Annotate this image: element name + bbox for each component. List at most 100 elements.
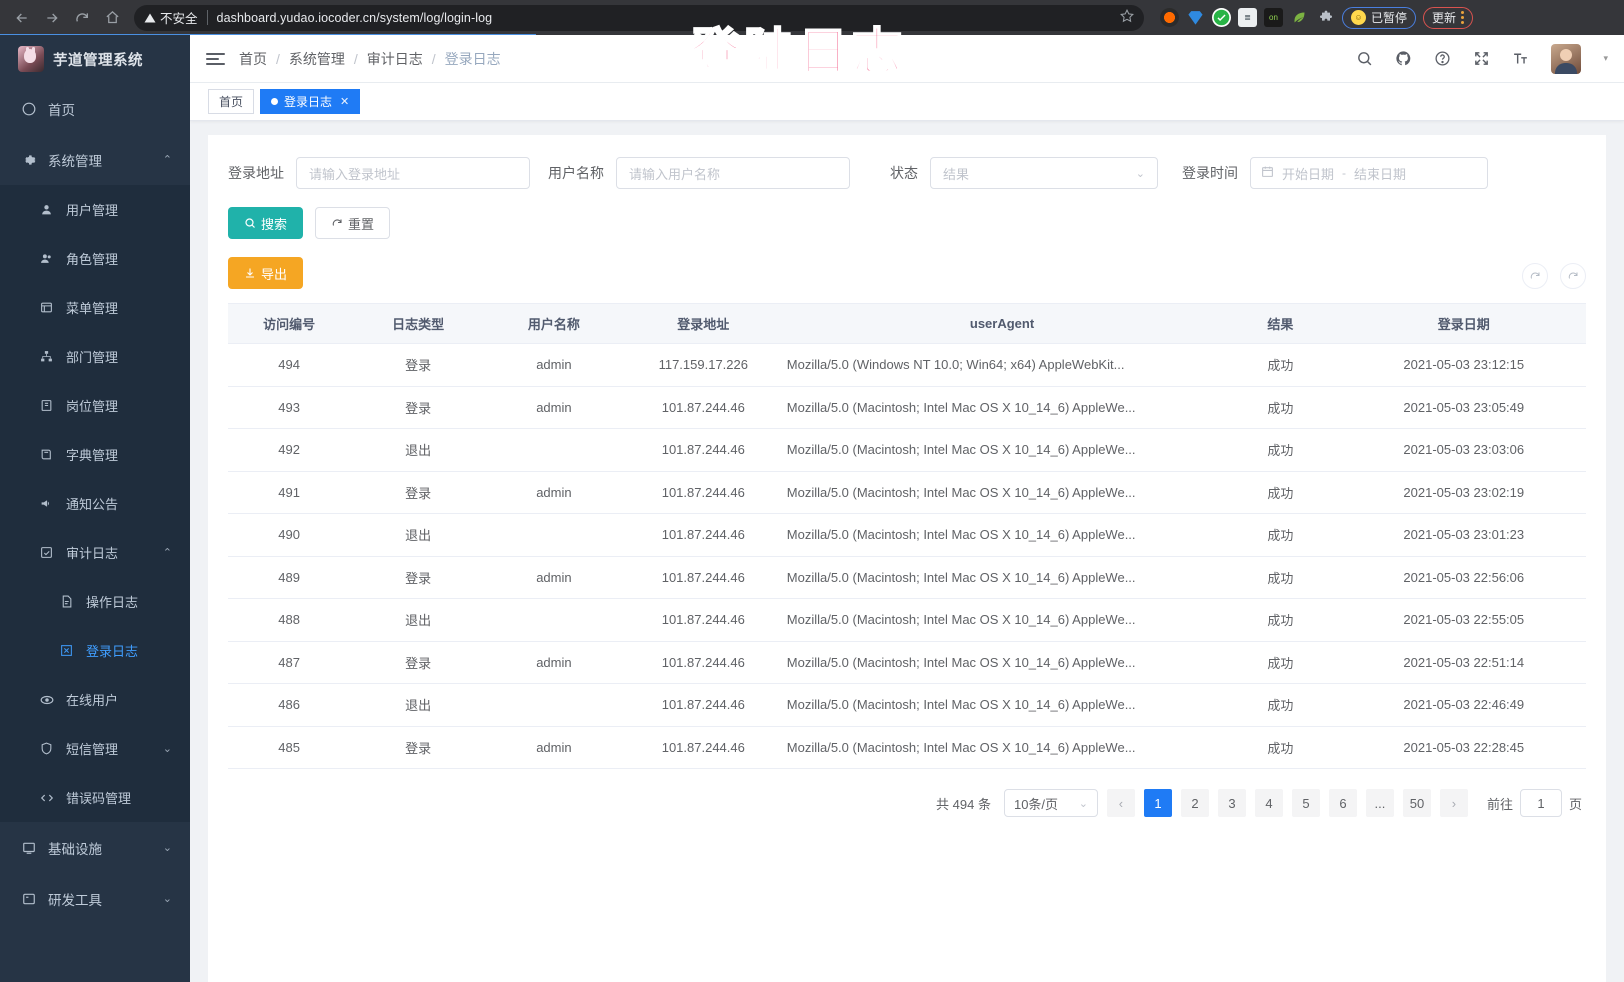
sidebar-item-home[interactable]: 首页 [0, 83, 190, 134]
table-row[interactable]: 487 登录 admin 101.87.244.46 Mozilla/5.0 (Maci… [228, 641, 1586, 684]
login-addr-input[interactable]: 请输入登录地址 [296, 157, 530, 189]
notes-extension-icon[interactable]: ≣ [1238, 8, 1257, 27]
column-header-useragent[interactable]: userAgent [784, 303, 1220, 344]
cell-addr: 101.87.244.46 [621, 556, 785, 599]
puzzle-extension-icon[interactable] [1316, 8, 1335, 27]
table-row[interactable]: 493 登录 admin 101.87.244.46 Mozilla/5.0 (Maci… [228, 386, 1586, 429]
table-row[interactable]: 492 退出 101.87.244.46 Mozilla/5.0 (Macintosh… [228, 428, 1586, 472]
bookmark-star-icon[interactable] [1120, 8, 1134, 26]
column-header-user[interactable]: 用户名称 [486, 303, 622, 344]
username-input[interactable]: 请输入用户名称 [616, 157, 850, 189]
cell-user [486, 513, 622, 557]
page-ellipsis[interactable]: ... [1365, 789, 1394, 817]
breadcrumb-item-system[interactable]: 系统管理 [288, 50, 345, 67]
table-row[interactable]: 488 退出 101.87.244.46 Mozilla/5.0 (Macintosh… [228, 598, 1586, 642]
prev-page-button[interactable]: ‹ [1106, 789, 1135, 817]
kebab-menu-icon[interactable] [1461, 11, 1465, 24]
sidebar-item-audit-log[interactable]: 审计日志 ⌃ [0, 528, 190, 577]
search-icon[interactable] [1356, 50, 1373, 67]
back-arrow-icon[interactable] [8, 4, 36, 32]
green-check-extension-icon[interactable] [1212, 8, 1231, 27]
help-icon[interactable] [1434, 50, 1451, 67]
table-row[interactable]: 489 登录 admin 101.87.244.46 Mozilla/5.0 (Maci… [228, 556, 1586, 599]
tab-login-log[interactable]: 登录日志 ✕ [260, 89, 361, 114]
sidebar-item-dept-mgmt[interactable]: 部门管理 [0, 332, 190, 381]
translate-extension-icon[interactable]: on [1264, 8, 1283, 27]
page-button-3[interactable]: 3 [1217, 789, 1246, 817]
cell-useragent: Mozilla/5.0 (Macintosh; Intel Mac OS X 1… [784, 428, 1220, 472]
login-time-daterange[interactable]: 开始日期 - 结束日期 [1250, 157, 1488, 189]
tab-home[interactable]: 首页 [208, 89, 255, 114]
cell-date: 2021-05-03 22:28:45 [1341, 726, 1586, 769]
next-page-button[interactable]: › [1439, 789, 1468, 817]
table-row[interactable]: 486 退出 101.87.244.46 Mozilla/5.0 (Macintosh… [228, 683, 1586, 727]
cell-type: 登录 [350, 556, 487, 599]
page-button-1[interactable]: 1 [1143, 789, 1172, 817]
reset-button[interactable]: 重置 [315, 207, 391, 239]
column-header-addr[interactable]: 登录地址 [621, 303, 785, 344]
column-header-result[interactable]: 结果 [1219, 303, 1342, 344]
column-header-type[interactable]: 日志类型 [350, 303, 487, 344]
sidebar-item-sms-mgmt[interactable]: 短信管理 ⌄ [0, 724, 190, 773]
table-row[interactable]: 490 退出 101.87.244.46 Mozilla/5.0 (Macintosh… [228, 513, 1586, 557]
sidebar-item-dict-mgmt[interactable]: 字典管理 [0, 430, 190, 479]
user-icon [38, 203, 55, 216]
sidebar-item-system[interactable]: 系统管理 ⌃ [0, 134, 190, 185]
table-row[interactable]: 491 登录 admin 101.87.244.46 Mozilla/5.0 (Maci… [228, 471, 1586, 514]
sidebar-item-infrastructure[interactable]: 基础设施 ⌄ [0, 822, 190, 873]
sidebar-item-notice[interactable]: 通知公告 [0, 479, 190, 528]
sidebar-item-operation-log[interactable]: 操作日志 [0, 577, 190, 626]
hamburger-icon[interactable] [206, 52, 225, 65]
date-separator: - [1342, 166, 1347, 180]
sidebar-item-post-mgmt[interactable]: 岗位管理 [0, 381, 190, 430]
sidebar-item-login-log[interactable]: 登录日志 [0, 626, 190, 675]
address-bar[interactable]: 不安全 dashboard.yudao.iocoder.cn/system/lo… [134, 4, 1144, 31]
sidebar-item-online-user[interactable]: 在线用户 [0, 675, 190, 724]
breadcrumb-item-audit[interactable]: 审计日志 [366, 50, 423, 67]
filter-login-addr: 登录地址 请输入登录地址 [228, 157, 530, 189]
sidebar-item-dev-tools[interactable]: 研发工具 ⌄ [0, 873, 190, 924]
paused-badge[interactable]: ☺ 已暂停 [1342, 6, 1417, 29]
sidebar-item-menu-mgmt[interactable]: 菜单管理 [0, 283, 190, 332]
page-button-4[interactable]: 4 [1254, 789, 1283, 817]
column-header-id[interactable]: 访问编号 [228, 303, 351, 344]
font-size-icon[interactable] [1512, 50, 1529, 67]
page-size-select[interactable]: 10条/页 ⌄ [1003, 789, 1098, 817]
page-button-5[interactable]: 5 [1291, 789, 1320, 817]
content-area: 登录地址 请输入登录地址 用户名称 请输入用户名称 状态 [190, 121, 1624, 982]
column-header-date[interactable]: 登录日期 [1341, 303, 1586, 344]
forward-arrow-icon[interactable] [38, 4, 66, 32]
page-button-2[interactable]: 2 [1180, 789, 1209, 817]
fullscreen-icon[interactable] [1473, 50, 1490, 67]
sidebar-item-role-mgmt[interactable]: 角色管理 [0, 234, 190, 283]
blue-diamond-extension-icon[interactable] [1186, 8, 1205, 27]
sidebar-item-user-mgmt[interactable]: 用户管理 [0, 185, 190, 234]
export-button[interactable]: 导出 [228, 257, 304, 289]
sidebar-item-label: 基础设施 [48, 841, 102, 857]
update-button[interactable]: 更新 [1423, 6, 1474, 29]
jump-page-input[interactable]: 1 [1519, 789, 1562, 817]
search-button[interactable]: 搜索 [228, 207, 304, 239]
status-select[interactable]: 结果 ⌄ [930, 157, 1158, 189]
github-icon[interactable] [1395, 50, 1412, 67]
column-settings-circle-button[interactable] [1560, 263, 1586, 289]
close-icon[interactable]: ✕ [340, 96, 350, 108]
leaf-extension-icon[interactable] [1290, 8, 1309, 27]
reload-icon[interactable] [68, 4, 96, 32]
table-row[interactable]: 494 登录 admin 117.159.17.226 Mozilla/5.0 (Win… [228, 343, 1586, 387]
chevron-down-icon: ⌄ [162, 842, 172, 854]
sidebar-item-error-code[interactable]: 错误码管理 [0, 773, 190, 822]
page-buttons: 1 2 3 4 5 6... 50 [1143, 789, 1431, 817]
orange-circle-extension-icon[interactable] [1160, 8, 1179, 27]
tab-label: 登录日志 [284, 95, 333, 109]
refresh-circle-button[interactable] [1522, 263, 1548, 289]
chevron-down-icon[interactable]: ▾ [1603, 53, 1608, 63]
end-date-placeholder: 结束日期 [1354, 166, 1407, 182]
page-button-6[interactable]: 6 [1328, 789, 1357, 817]
page-button-50[interactable]: 50 [1402, 789, 1431, 817]
avatar[interactable] [1551, 43, 1582, 74]
table-row[interactable]: 485 登录 admin 101.87.244.46 Mozilla/5.0 (Maci… [228, 726, 1586, 769]
home-icon[interactable] [98, 4, 126, 32]
brand[interactable]: 芋道管理系统 [0, 35, 190, 83]
breadcrumb-item-home[interactable]: 首页 [239, 50, 267, 67]
